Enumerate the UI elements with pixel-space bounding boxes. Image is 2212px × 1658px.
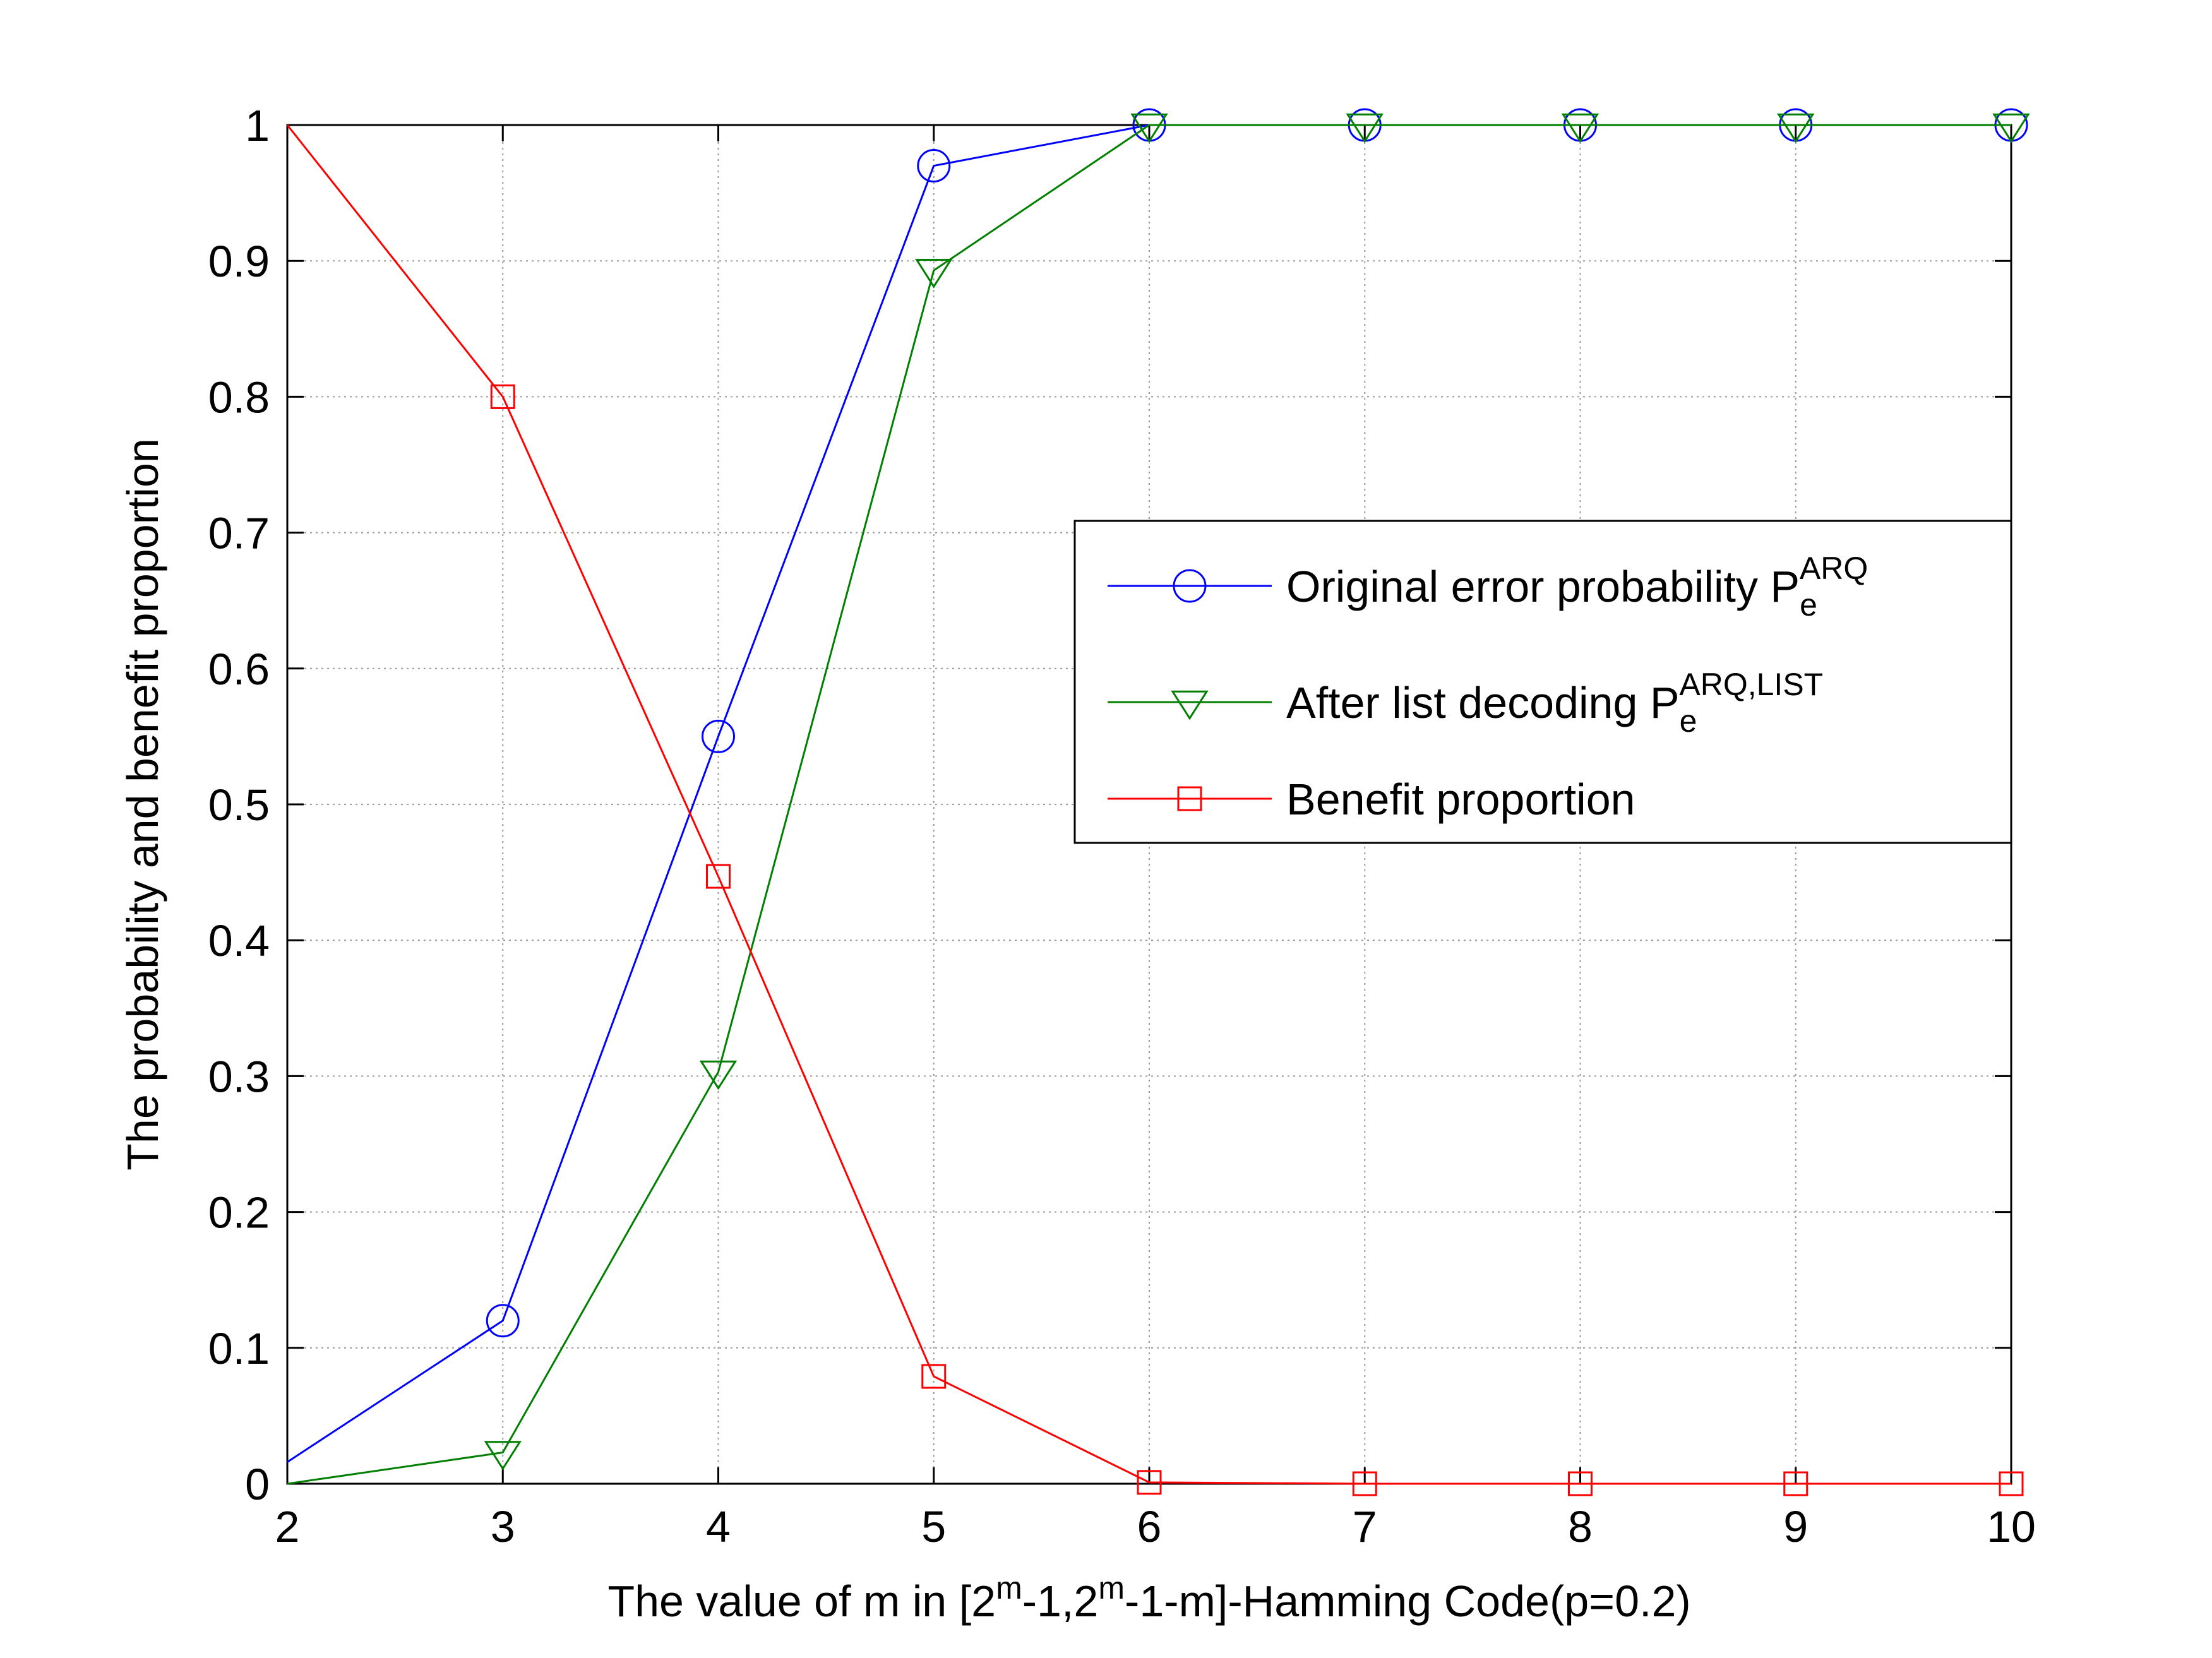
legend-label-sub: e [1800, 587, 1817, 623]
y-tick-label: 0.7 [208, 509, 270, 558]
x-tick-label: 9 [1783, 1502, 1808, 1551]
x-tick-label: 7 [1353, 1502, 1377, 1551]
legend-label-main: After list decoding P [1286, 678, 1680, 727]
y-tick-label: 0.8 [208, 373, 270, 422]
x-tick-label: 4 [706, 1502, 731, 1551]
y-tick-label: 0.4 [208, 916, 270, 965]
x-tick-label: 5 [921, 1502, 946, 1551]
legend-marker [1171, 690, 1209, 720]
series-line [286, 124, 2011, 1485]
data-point [1783, 1471, 1808, 1496]
y-tick-label: 0.1 [208, 1324, 270, 1373]
legend-marker [1177, 786, 1202, 811]
data-point [915, 259, 953, 289]
x-axis-label-sup: m [996, 1570, 1022, 1606]
data-point [1992, 113, 2030, 143]
data-point [699, 1060, 738, 1090]
series-1 [287, 113, 2030, 1485]
legend-label: Original error probability PeARQ [1286, 551, 1868, 623]
data-point [484, 1441, 522, 1470]
x-axis-label-sup: m [1098, 1570, 1125, 1606]
data-point [1777, 113, 1815, 143]
data-point [921, 1364, 947, 1389]
data-point [917, 149, 951, 183]
x-axis-label: The value of m in [2m-1,2m-1-m]-Hamming … [607, 1570, 1690, 1626]
tick-labels: 2 3 4 5 6 7 8 9 10 0 0.1 0.2 0.3 0.4 0.5 0.6 0.7 0.8 0.9 1 [208, 101, 2036, 1551]
y-tick-label: 0.3 [208, 1052, 270, 1101]
x-axis-label-part: -1-m]-Hamming Code(p=0.2) [1125, 1577, 1691, 1626]
legend-entry-2: Benefit proportion [1108, 775, 1635, 824]
y-tick-label: 0.2 [208, 1188, 270, 1238]
data-point [702, 719, 735, 753]
x-tick-label: 10 [1987, 1502, 2036, 1551]
x-tick-label: 6 [1137, 1502, 1162, 1551]
legend-label-sup: ARQ,LIST [1679, 667, 1823, 702]
legend-label-main: Original error probability P [1286, 562, 1800, 611]
data-point [1137, 1470, 1162, 1495]
series-line [287, 124, 2011, 1485]
data-point [1568, 1471, 1593, 1496]
data-point [490, 384, 515, 409]
x-axis-label-part: The value of m in [2 [607, 1577, 996, 1626]
legend-box [1073, 520, 2012, 844]
y-tick-label: 0.6 [208, 645, 270, 694]
y-axis-label: The probability and benefit proportion [118, 438, 167, 1171]
data-point [1999, 1471, 2024, 1496]
grid [287, 125, 2011, 1484]
y-tick-label: 1 [245, 101, 270, 150]
data-point [1346, 113, 1384, 143]
data-point [706, 864, 731, 889]
data-point [486, 1304, 520, 1338]
data-point [1352, 1471, 1377, 1496]
x-tick-label: 2 [275, 1502, 300, 1551]
data-point [1561, 113, 1599, 143]
data-point [1130, 113, 1168, 143]
legend-label-sub: e [1680, 703, 1697, 739]
x-axis-label-part: -1,2 [1022, 1577, 1099, 1626]
y-tick-label: 0.5 [208, 780, 270, 830]
legend-entry-0: Original error probability PeARQ [1108, 551, 1868, 623]
series-2 [286, 124, 2024, 1496]
y-tick-label: 0 [245, 1460, 270, 1509]
legend-label: After list decoding PeARQ,LIST [1286, 667, 1823, 739]
legend-marker [1173, 569, 1207, 603]
x-tick-label: 3 [491, 1502, 515, 1551]
y-tick-label: 0.9 [208, 237, 270, 286]
series-layer [286, 108, 2030, 1496]
x-tick-label: 8 [1568, 1502, 1593, 1551]
legend-label-sup: ARQ [1800, 551, 1868, 586]
legend-entry-1: After list decoding PeARQ,LIST [1108, 667, 1823, 739]
legend-label: Benefit proportion [1286, 775, 1635, 824]
legend-label-main: Benefit proportion [1286, 775, 1635, 824]
